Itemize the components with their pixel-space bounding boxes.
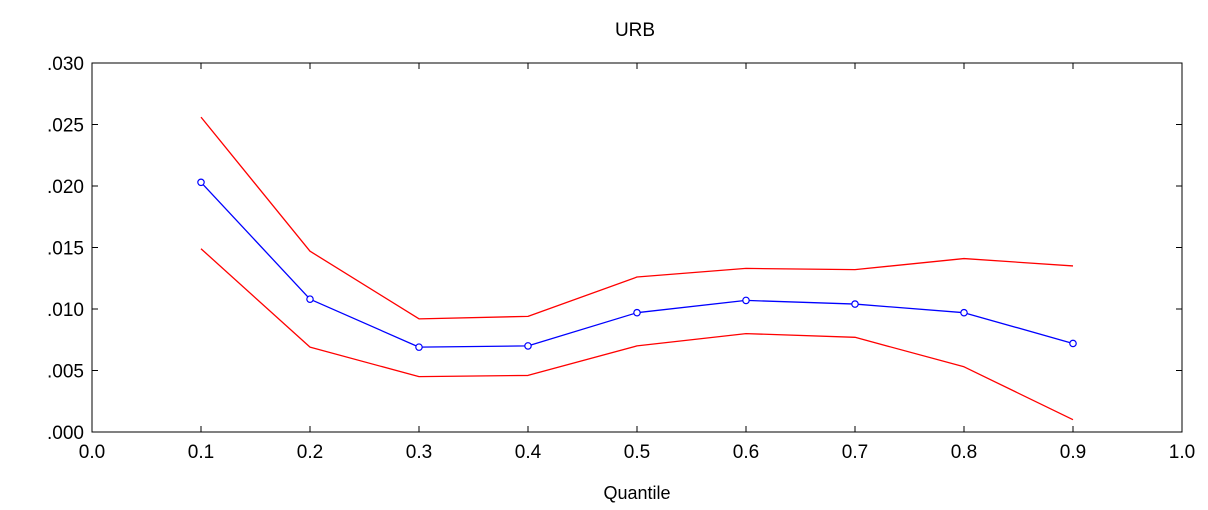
x-tick-label-6: 0.6 bbox=[733, 442, 759, 463]
x-tick-label-5: 0.5 bbox=[624, 442, 650, 463]
series-line-2 bbox=[200, 248, 1074, 421]
y-tick-label-1: .005 bbox=[47, 362, 84, 383]
x-tick-label-8: 0.8 bbox=[951, 442, 977, 463]
series-1-point-2 bbox=[415, 343, 423, 351]
series-line-0 bbox=[200, 116, 1074, 320]
y-tick-label-4: .020 bbox=[47, 177, 84, 198]
chart-title: URB bbox=[615, 20, 655, 41]
y-tick-label-5: .025 bbox=[47, 116, 84, 137]
axes: .000 .005 .010 .015 .020 .025 .030 0.0 0.1 0.2 0.3… bbox=[47, 54, 1195, 463]
series-1-point-5 bbox=[742, 296, 750, 305]
series-1-point-3 bbox=[524, 342, 532, 350]
x-tick-label-3: 0.3 bbox=[406, 442, 432, 463]
series-1-point-0 bbox=[197, 178, 205, 187]
series-1-point-6 bbox=[851, 300, 859, 308]
x-tick-label-10: 1.0 bbox=[1169, 442, 1195, 463]
y-tick-label-0: .000 bbox=[47, 423, 84, 444]
y-tick-label-2: .010 bbox=[47, 300, 84, 321]
x-tick-label-7: 0.7 bbox=[842, 442, 868, 463]
series-markers bbox=[197, 178, 1077, 351]
x-tick-label-1: 0.1 bbox=[188, 442, 214, 463]
x-tick-label-2: 0.2 bbox=[297, 442, 323, 463]
x-axis-label: Quantile bbox=[603, 483, 670, 503]
x-tick-label-4: 0.4 bbox=[515, 442, 542, 463]
series-1-point-4 bbox=[633, 308, 641, 317]
series-1-point-8 bbox=[1069, 339, 1077, 348]
series-1-point-1 bbox=[306, 295, 314, 303]
x-tick-label-9: 0.9 bbox=[1060, 442, 1086, 463]
x-tick-label-0: 0.0 bbox=[79, 442, 105, 463]
y-tick-label-6: .030 bbox=[47, 54, 84, 75]
series-1-point-7 bbox=[960, 308, 968, 317]
y-tick-label-3: .015 bbox=[47, 239, 84, 260]
